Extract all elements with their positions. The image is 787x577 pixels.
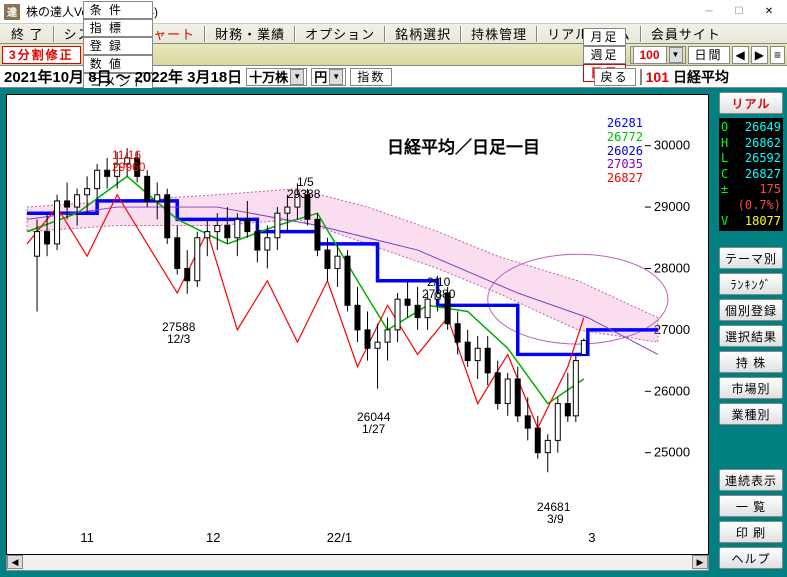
scroll-left-icon[interactable]: ◀	[7, 555, 23, 569]
stock-code: 101	[646, 69, 669, 85]
svg-text:22/1: 22/1	[327, 530, 352, 545]
stock-name: 日経平均	[673, 67, 729, 87]
chart-area[interactable]: 300002900028000270002600025000111222/13 …	[6, 94, 709, 555]
svg-text:28000: 28000	[654, 260, 690, 275]
chart-annotation: 3/9	[547, 512, 564, 526]
svg-text:25000: 25000	[654, 445, 690, 460]
legend-value: 27035	[607, 158, 643, 172]
period-月足[interactable]: 月足	[583, 28, 625, 46]
ohlc-box: O26649H26862L26592C26827±175(0.7%)V18077	[719, 118, 783, 231]
svg-text:29000: 29000	[654, 199, 690, 214]
svg-text:26000: 26000	[654, 383, 690, 398]
svg-text:12: 12	[206, 530, 220, 545]
menu-item-6[interactable]: 持株管理	[462, 25, 536, 43]
back-button[interactable]: 戻る	[594, 68, 636, 86]
legend-value: 26281	[607, 117, 643, 131]
realtime-button[interactable]: リアル	[719, 92, 783, 114]
chevron-down-icon[interactable]: ▼	[329, 69, 343, 85]
period-週足[interactable]: 週足	[583, 46, 625, 64]
chart-container: 300002900028000270002600025000111222/13 …	[0, 88, 715, 577]
menu-item-0[interactable]: 終 了	[2, 25, 53, 43]
days-label: 日間	[688, 46, 730, 64]
side-panel: リアル O26649H26862L26592C26827±175(0.7%)V1…	[715, 88, 787, 577]
toolbar-btn-2[interactable]: 登 録	[83, 37, 153, 55]
legend-value: 26026	[607, 145, 643, 159]
side-btn-0[interactable]: テーマ別	[719, 247, 783, 269]
horizontal-scrollbar[interactable]: ◀ ▶	[6, 555, 709, 571]
side-btn-1[interactable]: ﾗﾝｷﾝｸﾞ	[719, 273, 783, 295]
toolbar-btn-0[interactable]: 条 件	[83, 1, 153, 19]
side-bottom-btn-0[interactable]: 連続表示	[719, 469, 783, 491]
currency-select[interactable]: 円 ▼	[311, 68, 346, 86]
menu-item-3[interactable]: 財務・業績	[206, 25, 294, 43]
arrow-left-button[interactable]: ◀	[732, 46, 749, 64]
scroll-right-icon[interactable]: ▶	[692, 555, 708, 569]
chart-annotation: 12/3	[167, 332, 190, 346]
side-btn-3[interactable]: 選択結果	[719, 325, 783, 347]
days-count[interactable]	[633, 46, 667, 64]
menu-lines-button[interactable]: ≡	[770, 46, 785, 64]
date-tilde: 〜	[116, 66, 131, 87]
unit-select[interactable]: 十万株 ▼	[246, 68, 307, 86]
side-bottom-btn-3[interactable]: ヘルプ	[719, 547, 783, 569]
toolbar-btn-1[interactable]: 指 標	[83, 19, 153, 37]
chart-annotation: 29960	[112, 160, 145, 174]
menu-item-4[interactable]: オプション	[296, 25, 384, 43]
svg-text:3: 3	[588, 530, 595, 545]
side-btn-2[interactable]: 個別登録	[719, 299, 783, 321]
arrow-right-button[interactable]: ▶	[751, 46, 768, 64]
close-button[interactable]: ✕	[755, 2, 783, 22]
maximize-button[interactable]: ☐	[725, 2, 753, 22]
chevron-down-icon[interactable]: ▼	[290, 69, 304, 85]
menu-item-5[interactable]: 銘柄選択	[386, 25, 460, 43]
date-from: 2021年10月 8日	[4, 66, 112, 87]
chevron-down-icon[interactable]: ▼	[669, 47, 683, 63]
side-btn-6[interactable]: 業種別	[719, 403, 783, 425]
svg-text:30000: 30000	[654, 138, 690, 153]
toolbar-1: 3分割修正 条 件指 標登 録数 値コメント財 務 月足週足日足 ▼ 日間 ◀ …	[0, 44, 787, 66]
chart-annotation: 27880	[422, 287, 455, 301]
minimize-button[interactable]: ─	[695, 2, 723, 22]
chart-annotation: 29388	[287, 187, 320, 201]
side-btn-4[interactable]: 持 株	[719, 351, 783, 373]
menu-item-8[interactable]: 会員サイト	[642, 25, 730, 43]
svg-text:11: 11	[80, 530, 94, 545]
legend-value: 26827	[607, 172, 643, 186]
days-input[interactable]: ▼	[630, 46, 686, 64]
toolbar-2: 2021年10月 8日 〜 2022年 3月18日 十万株 ▼ 円 ▼ 指数 戻…	[0, 66, 787, 88]
index-toggle[interactable]: 指数	[350, 68, 392, 86]
svg-text:27000: 27000	[654, 322, 690, 337]
correction-button[interactable]: 3分割修正	[2, 46, 81, 64]
side-bottom-btn-1[interactable]: 一 覧	[719, 495, 783, 517]
chart-title: 日経平均／日足一目	[387, 133, 540, 158]
side-bottom-btn-2[interactable]: 印 刷	[719, 521, 783, 543]
date-to: 2022年 3月18日	[135, 66, 243, 87]
chart-annotation: 1/27	[362, 422, 385, 436]
side-btn-5[interactable]: 市場別	[719, 377, 783, 399]
legend-value: 26772	[607, 131, 643, 145]
app-icon: 達	[4, 4, 20, 20]
